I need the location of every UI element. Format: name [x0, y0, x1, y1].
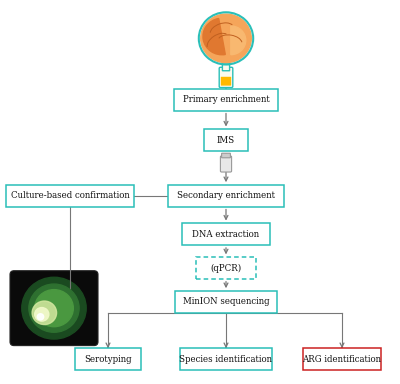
FancyBboxPatch shape	[196, 257, 256, 279]
FancyBboxPatch shape	[175, 291, 277, 313]
FancyBboxPatch shape	[174, 89, 278, 111]
Circle shape	[22, 277, 86, 339]
Text: (qPCR): (qPCR)	[210, 263, 242, 273]
FancyBboxPatch shape	[182, 223, 270, 245]
FancyBboxPatch shape	[219, 67, 233, 88]
Wedge shape	[231, 26, 246, 55]
FancyBboxPatch shape	[168, 185, 284, 207]
Text: Culture-based confirmation: Culture-based confirmation	[11, 191, 129, 200]
Text: IMS: IMS	[217, 136, 235, 145]
Circle shape	[35, 308, 49, 321]
Wedge shape	[203, 18, 225, 55]
Text: DNA extraction: DNA extraction	[192, 230, 260, 239]
FancyBboxPatch shape	[75, 348, 141, 370]
Text: Serotyping: Serotyping	[84, 354, 132, 364]
Circle shape	[37, 314, 44, 320]
Circle shape	[32, 301, 56, 324]
FancyBboxPatch shape	[180, 348, 272, 370]
Text: Secondary enrichment: Secondary enrichment	[177, 191, 275, 200]
Circle shape	[35, 290, 73, 327]
Text: ARG identification: ARG identification	[302, 354, 382, 364]
FancyBboxPatch shape	[222, 63, 230, 71]
Text: Species identification: Species identification	[180, 354, 272, 364]
FancyBboxPatch shape	[221, 77, 231, 86]
Circle shape	[29, 284, 79, 332]
FancyBboxPatch shape	[6, 185, 134, 207]
FancyBboxPatch shape	[220, 156, 232, 172]
FancyBboxPatch shape	[204, 129, 248, 151]
FancyBboxPatch shape	[10, 271, 98, 346]
FancyBboxPatch shape	[222, 153, 230, 158]
FancyBboxPatch shape	[303, 348, 381, 370]
Circle shape	[201, 14, 251, 63]
Text: Primary enrichment: Primary enrichment	[183, 95, 269, 104]
Text: MinION sequencing: MinION sequencing	[183, 297, 269, 306]
